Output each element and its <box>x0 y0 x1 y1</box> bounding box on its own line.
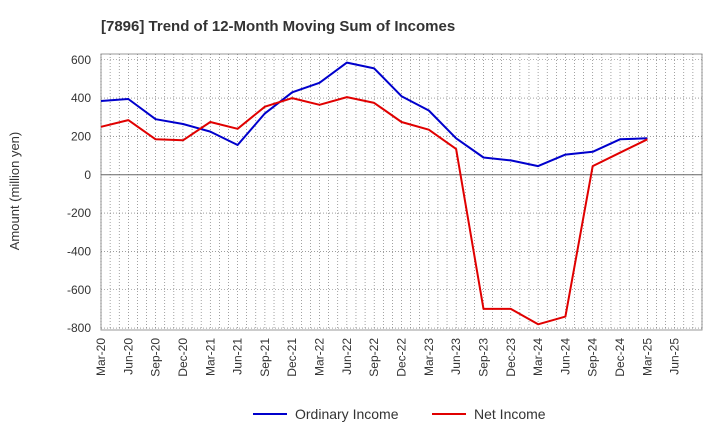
x-tick-label: Jun-21 <box>231 338 245 375</box>
x-tick-label: Sep-22 <box>367 338 381 377</box>
x-tick-label: Sep-23 <box>476 338 490 377</box>
x-tick-label: Jun-23 <box>449 338 463 375</box>
series-layer <box>100 61 648 326</box>
x-tick-label: Mar-25 <box>640 338 654 376</box>
y-tick-label: 600 <box>71 53 91 67</box>
x-tick-label: Dec-21 <box>285 338 299 377</box>
x-tick-label: Dec-23 <box>504 338 518 377</box>
y-tick-label: -600 <box>67 283 91 297</box>
y-tick-label: 400 <box>71 91 91 105</box>
x-tick-label: Sep-24 <box>586 338 600 377</box>
legend-label: Ordinary Income <box>295 406 399 422</box>
x-tick-label: Jun-24 <box>558 338 572 375</box>
y-tick-labels: 600 400 200 0 -200 -400 -600 -800 <box>67 53 91 335</box>
x-tick-label: Dec-20 <box>176 338 190 377</box>
x-tick-label: Mar-21 <box>203 338 217 376</box>
y-tick-label: -200 <box>67 206 91 220</box>
x-tick-label: Mar-22 <box>313 338 327 376</box>
legend: Ordinary Income Net Income <box>253 406 546 422</box>
x-tick-label: Dec-24 <box>613 338 627 377</box>
series-line-net-income <box>100 96 648 326</box>
y-tick-label: 200 <box>71 129 91 143</box>
x-tick-label: Jun-22 <box>340 338 354 375</box>
y-axis-label: Amount (million yen) <box>7 132 22 251</box>
x-tick-labels: Mar-20 Jun-20 Sep-20 Dec-20 Mar-21 Jun-21 Sep-… <box>94 338 682 377</box>
legend-label: Net Income <box>474 406 546 422</box>
x-tick-label: Mar-20 <box>94 338 108 376</box>
y-tick-label: -400 <box>67 244 91 258</box>
x-tick-label: Dec-22 <box>395 338 409 377</box>
x-tick-label: Jun-25 <box>668 338 682 375</box>
x-tick-label: Sep-20 <box>149 338 163 377</box>
y-tick-label: -800 <box>67 321 91 335</box>
y-tick-label: 0 <box>84 168 91 182</box>
x-tick-label: Mar-23 <box>422 338 436 376</box>
series-line-ordinary-income <box>100 61 648 168</box>
chart-title: [7896] Trend of 12-Month Moving Sum of I… <box>101 18 455 35</box>
x-tick-label: Mar-24 <box>531 338 545 376</box>
x-tick-label: Sep-21 <box>258 338 272 377</box>
x-tick-label: Jun-20 <box>121 338 135 375</box>
